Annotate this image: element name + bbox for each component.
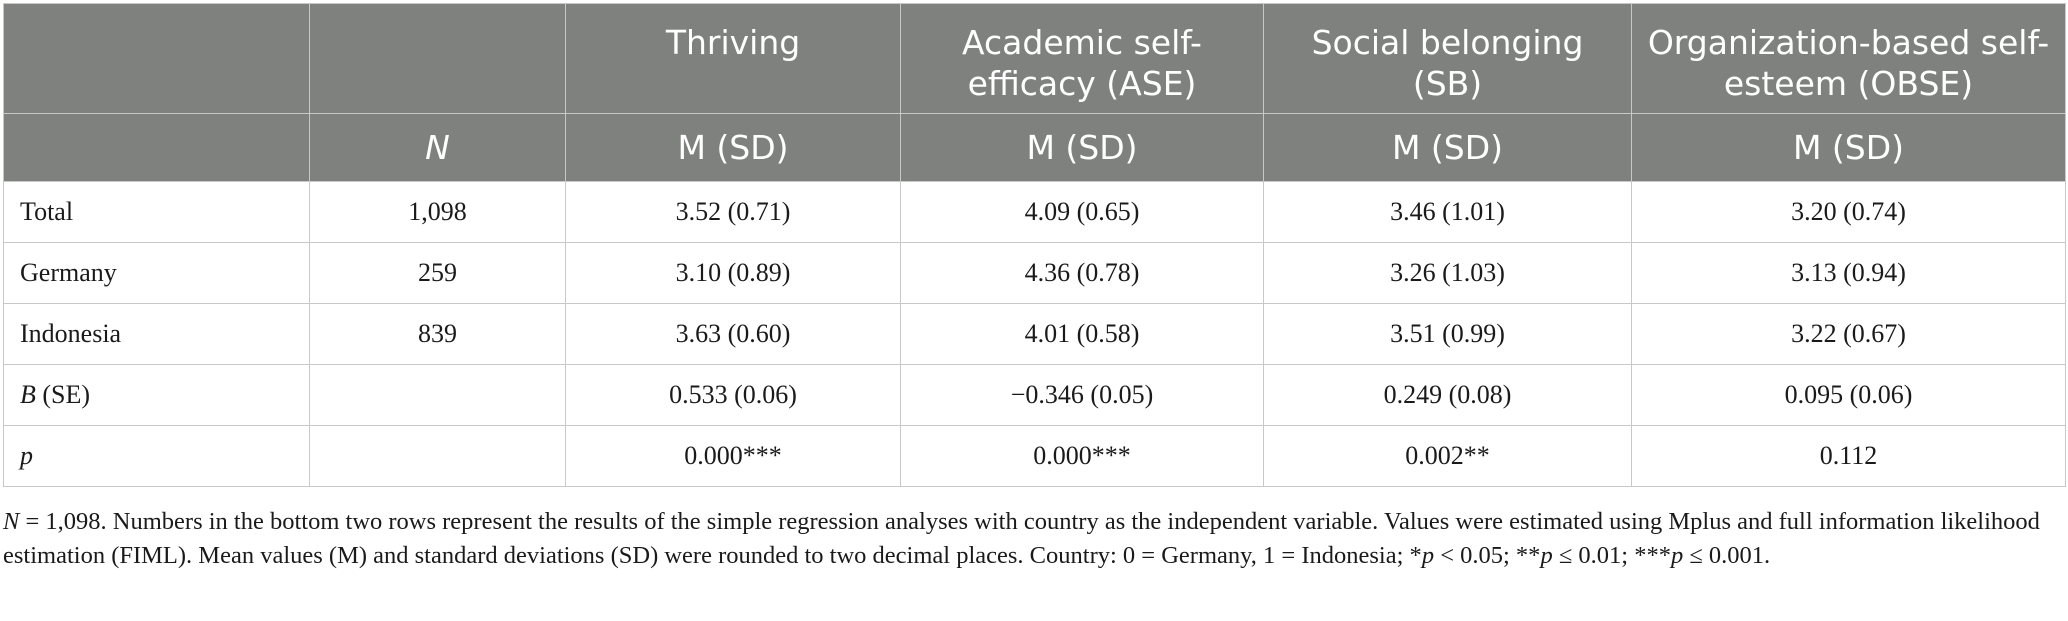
header-m-sd-thriving: M (SD) (565, 113, 901, 182)
cell-thriving: 0.533 (0.06) (565, 364, 901, 426)
header-row-variables: Thriving Academic self-efficacy (ASE) So… (3, 3, 2066, 114)
cell-sb: 3.26 (1.03) (1263, 242, 1632, 304)
footnote-text-1: = 1,098. Numbers in the bottom two rows … (3, 508, 2040, 569)
cell-obse: 3.20 (0.74) (1631, 181, 2066, 243)
cell-n (309, 425, 566, 487)
cell-ase: 4.09 (0.65) (900, 181, 1264, 243)
cell-sb: 0.249 (0.08) (1263, 364, 1632, 426)
cell-n: 1,098 (309, 181, 566, 243)
cell-sb: 3.51 (0.99) (1263, 303, 1632, 365)
header-blank-n (309, 3, 566, 114)
cell-thriving: 3.52 (0.71) (565, 181, 901, 243)
header-ase: Academic self-efficacy (ASE) (900, 3, 1264, 114)
header-m-sd-sb: M (SD) (1263, 113, 1632, 182)
table-row-b-se: B (SE) 0.533 (0.06) −0.346 (0.05) 0.249 … (3, 364, 2066, 426)
cell-obse: 0.095 (0.06) (1631, 364, 2066, 426)
cell-ase: 4.01 (0.58) (900, 303, 1264, 365)
cell-n: 259 (309, 242, 566, 304)
cell-ase: −0.346 (0.05) (900, 364, 1264, 426)
cell-thriving: 0.000*** (565, 425, 901, 487)
cell-obse: 3.13 (0.94) (1631, 242, 2066, 304)
header-obse: Organization-based self-esteem (OBSE) (1631, 3, 2066, 114)
row-label: Germany (3, 242, 310, 304)
footnote-p-2: p (1540, 542, 1553, 569)
header-blank (3, 3, 310, 114)
header-row-stats: N M (SD) M (SD) M (SD) M (SD) (3, 113, 2066, 182)
row-label-se: (SE) (35, 380, 91, 409)
footnote-text-3: ≤ 0.01; *** (1552, 542, 1671, 569)
table-footnote: N = 1,098. Numbers in the bottom two row… (3, 505, 2043, 573)
footnote-text-4: ≤ 0.001. (1683, 542, 1771, 569)
cell-obse: 3.22 (0.67) (1631, 303, 2066, 365)
cell-n: 839 (309, 303, 566, 365)
table-row-indonesia: Indonesia 839 3.63 (0.60) 4.01 (0.58) 3.… (3, 303, 2066, 365)
cell-ase: 0.000*** (900, 425, 1264, 487)
row-label-p: p (20, 441, 33, 470)
footnote-n: N (3, 508, 20, 535)
cell-sb: 0.002** (1263, 425, 1632, 487)
footnote-text-2: < 0.05; ** (1434, 542, 1541, 569)
row-label: p (3, 425, 310, 487)
cell-thriving: 3.63 (0.60) (565, 303, 901, 365)
cell-thriving: 3.10 (0.89) (565, 242, 901, 304)
row-label: Total (3, 181, 310, 243)
table-row-p: p 0.000*** 0.000*** 0.002** 0.112 (3, 425, 2066, 487)
header-n: N (309, 113, 566, 182)
row-label-b: B (20, 380, 36, 409)
header-sb: Social belonging (SB) (1263, 3, 1632, 114)
footnote-p-1: p (1421, 542, 1435, 569)
row-label: B (SE) (3, 364, 310, 426)
table-row-total: Total 1,098 3.52 (0.71) 4.09 (0.65) 3.46… (3, 181, 2066, 243)
header-thriving: Thriving (565, 3, 901, 114)
table-row-germany: Germany 259 3.10 (0.89) 4.36 (0.78) 3.26… (3, 242, 2066, 304)
footnote-p-3: p (1670, 542, 1684, 569)
descriptives-table: Thriving Academic self-efficacy (ASE) So… (3, 3, 2066, 487)
cell-obse: 0.112 (1631, 425, 2066, 487)
cell-n (309, 364, 566, 426)
cell-ase: 4.36 (0.78) (900, 242, 1264, 304)
header-m-sd-ase: M (SD) (900, 113, 1264, 182)
cell-sb: 3.46 (1.01) (1263, 181, 1632, 243)
row-label: Indonesia (3, 303, 310, 365)
header-blank-2 (3, 113, 310, 182)
header-m-sd-obse: M (SD) (1631, 113, 2066, 182)
